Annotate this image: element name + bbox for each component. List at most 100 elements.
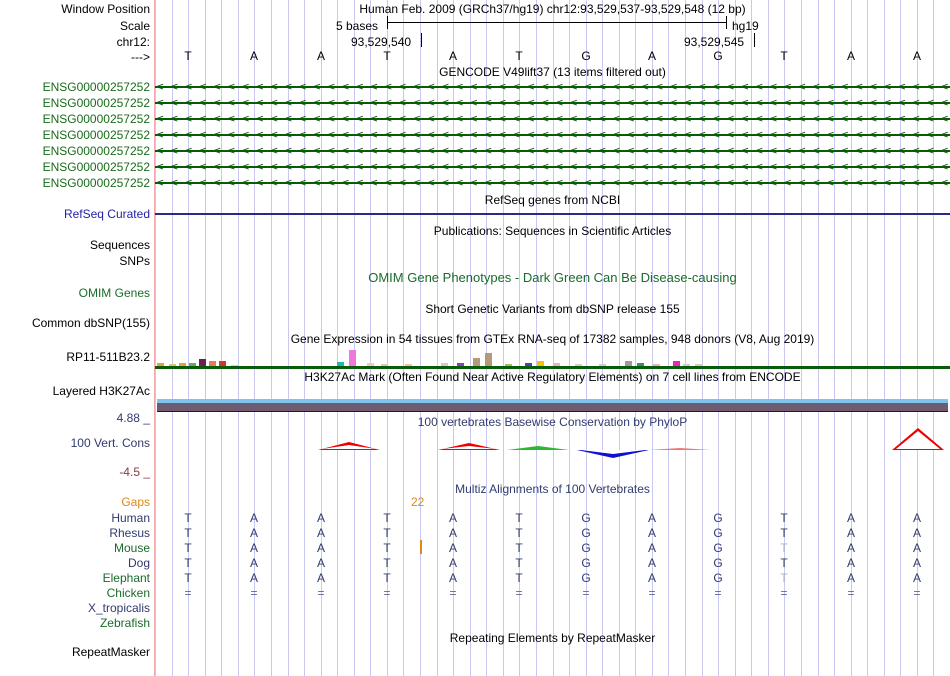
gencode-gene-label[interactable]: ENSG00000257252 <box>42 128 150 142</box>
multiz-base: A <box>846 511 855 525</box>
gencode-gene-label[interactable]: ENSG00000257252 <box>42 112 150 126</box>
snps-label[interactable]: SNPs <box>119 254 150 268</box>
gaps-label[interactable]: Gaps <box>121 495 150 509</box>
gtex-label[interactable]: RP11-511B23.2 <box>66 350 150 364</box>
gtex-tissue-bar[interactable] <box>231 365 238 366</box>
gtex-tissue-bar[interactable] <box>485 353 492 366</box>
gencode-transcript-row[interactable]: <<<<<<<<<<<<<<<<<<<<<<<<<<<<<<<<<<<<<<<<… <box>155 80 950 93</box>
gencode-transcript-row[interactable]: <<<<<<<<<<<<<<<<<<<<<<<<<<<<<<<<<<<<<<<<… <box>155 160 950 173</box>
multiz-base: A <box>316 511 325 525</box>
gtex-baseline <box>155 366 950 369</box>
conservation-label[interactable]: 100 Vert. Cons <box>70 436 150 450</box>
multiz-species-label[interactable]: Mouse <box>113 541 150 555</box>
gencode-gene-label[interactable]: ENSG00000257252 <box>42 176 150 190</box>
multiz-species-label[interactable]: Elephant <box>102 571 150 585</box>
gtex-tissue-bar[interactable] <box>209 361 216 366</box>
publications-label[interactable]: Sequences <box>89 238 150 252</box>
gtex-tissue-bar[interactable] <box>537 361 544 366</box>
gtex-tissue-bar[interactable] <box>189 363 196 366</box>
dbsnp-label[interactable]: Common dbSNP(155) <box>31 316 150 330</box>
multiz-row[interactable]: = = = = = = = = = = = = <box>155 586 950 601</box>
multiz-base: A <box>912 571 921 585</box>
gtex-tissue-bar[interactable] <box>683 364 690 366</box>
gencode-gene-label[interactable]: ENSG00000257252 <box>42 96 150 110</box>
gtex-tissue-bar[interactable] <box>199 359 206 366</box>
multiz-species-label[interactable]: Zebrafish <box>99 616 150 630</box>
gtex-tissue-bar[interactable] <box>599 364 606 366</box>
conservation-peak[interactable] <box>507 446 569 450</box>
multiz-base: G <box>581 541 591 555</box>
refseq-feature-line[interactable] <box>155 213 950 215</box>
gtex-tissue-bar[interactable] <box>157 363 164 366</box>
gtex-tissue-bar[interactable] <box>381 364 388 366</box>
gtex-tissue-bar[interactable] <box>473 358 480 366</box>
gtex-tissue-bar[interactable] <box>441 363 448 366</box>
gtex-tissue-bar[interactable] <box>219 361 226 366</box>
conservation-valley[interactable] <box>577 450 649 458</box>
omim-label[interactable]: OMIM Genes <box>78 286 150 300</box>
repeatmasker-label[interactable]: RepeatMasker <box>71 645 150 659</box>
gtex-tissue-bar[interactable] <box>525 363 532 366</box>
gencode-gene-label[interactable]: ENSG00000257252 <box>42 80 150 94</box>
multiz-base: = <box>714 586 722 600</box>
gtex-tissue-bar[interactable] <box>405 364 412 366</box>
gtex-tissue-bar[interactable] <box>505 364 512 366</box>
gencode-transcript-row[interactable]: <<<<<<<<<<<<<<<<<<<<<<<<<<<<<<<<<<<<<<<<… <box>155 128 950 141</box>
gtex-tissue-bar[interactable] <box>695 364 702 366</box>
gtex-tissue-bar[interactable] <box>653 364 660 366</box>
gencode-transcript-line <box>155 102 950 104</box>
multiz-base: A <box>316 526 325 540</box>
multiz-base: = <box>449 586 457 600</box>
multiz-species-label[interactable]: Dog <box>127 556 150 570</box>
multiz-base: A <box>316 541 325 555</box>
gtex-tissue-bar[interactable] <box>637 363 644 366</box>
gencode-gene-label[interactable]: ENSG00000257252 <box>42 160 150 174</box>
multiz-base: T <box>780 541 788 555</box>
multiz-species-label[interactable]: X_tropicalis <box>87 601 150 615</box>
multiz-species-label[interactable]: Rhesus <box>109 526 150 540</box>
left-edge-line <box>154 0 155 676</box>
multiz-base: G <box>713 556 723 570</box>
multiz-base: A <box>249 526 258 540</box>
conservation-plot[interactable] <box>155 428 950 468</box>
gtex-tissue-bar[interactable] <box>179 363 186 366</box>
h3k27ac-title: H3K27Ac Mark (Often Found Near Active Re… <box>304 370 801 384</box>
gencode-transcript-row[interactable]: <<<<<<<<<<<<<<<<<<<<<<<<<<<<<<<<<<<<<<<<… <box>155 112 950 125</box>
gtex-tissue-bar[interactable] <box>169 364 176 366</box>
multiz-base: G <box>581 571 591 585</box>
gtex-tissue-bar[interactable] <box>367 363 374 366</box>
gencode-transcript-row[interactable]: <<<<<<<<<<<<<<<<<<<<<<<<<<<<<<<<<<<<<<<<… <box>155 176 950 189</box>
conservation-peak[interactable] <box>649 448 711 450</box>
gtex-bar-chart[interactable] <box>155 346 950 368</box>
gtex-tissue-bar[interactable] <box>673 361 680 366</box>
gtex-tissue-bar[interactable] <box>553 363 560 366</box>
h3k27ac-label[interactable]: Layered H3K27Ac <box>52 384 150 398</box>
gtex-tissue-bar[interactable] <box>625 361 632 366</box>
gencode-transcript-row[interactable]: <<<<<<<<<<<<<<<<<<<<<<<<<<<<<<<<<<<<<<<<… <box>155 96 950 109</box>
gencode-gene-label[interactable]: ENSG00000257252 <box>42 144 150 158</box>
multiz-species-label[interactable]: Chicken <box>106 586 150 600</box>
refseq-title: RefSeq genes from NCBI <box>484 193 621 207</box>
gap-marker: 22 <box>411 495 425 509</box>
gencode-transcript-row[interactable]: <<<<<<<<<<<<<<<<<<<<<<<<<<<<<<<<<<<<<<<<… <box>155 144 950 157</box>
multiz-base: T <box>383 571 391 585</box>
chrom-label: chr12: <box>116 35 150 49</box>
window-position-label: Window Position <box>61 2 150 16</box>
multiz-base: T <box>780 526 788 540</box>
multiz-species-label[interactable]: Human <box>111 511 150 525</box>
multiz-base: A <box>448 541 457 555</box>
gtex-tissue-bar[interactable] <box>337 362 344 366</box>
gtex-tissue-bar[interactable] <box>575 364 582 366</box>
gtex-tissue-bar[interactable] <box>457 363 464 366</box>
strand-arrow-icon: <<<<<<<<<<<<<<<<<<<<<<<<<<<<<<<<<<<<<<<<… <box>155 176 950 189</box>
multiz-base: A <box>846 526 855 540</box>
gtex-tissue-bar[interactable] <box>349 350 356 366</box>
multiz-base: = <box>913 586 921 600</box>
gencode-title: GENCODE V49lift37 (13 items filtered out… <box>439 65 666 79</box>
refseq-label[interactable]: RefSeq Curated <box>63 207 150 221</box>
